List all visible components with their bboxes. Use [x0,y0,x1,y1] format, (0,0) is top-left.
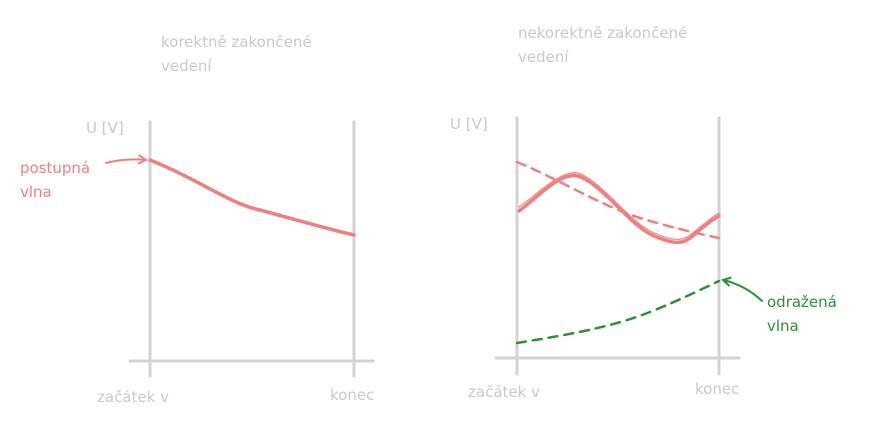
right-panel-title: nekorektně zakončené vedení [518,24,688,66]
right-annotation-label: odražená vlna [767,293,837,335]
right-x-start-label: začátek v [468,383,540,401]
right-annotation-arrow [723,280,763,302]
right-panel [494,116,763,376]
left-panel [105,120,375,378]
left-incident-wave [148,158,356,237]
left-annotation-arrow [105,159,146,163]
right-reflected-wave [515,279,721,345]
right-resulting-wave [517,173,721,245]
right-resulting-wave-stroke2 [518,172,720,241]
left-x-end-label: konec [330,386,375,404]
left-y-axis-label: U [V] [86,119,124,137]
left-x-start-label: začátek v [97,388,169,406]
right-x-end-label: konec [695,380,740,398]
left-panel-title: korektně zakončené vedení [161,33,312,75]
right-y-axis-label: U [V] [450,115,488,133]
right-incident-dashed [515,160,721,240]
left-annotation-label: postupná vlna [20,159,91,201]
